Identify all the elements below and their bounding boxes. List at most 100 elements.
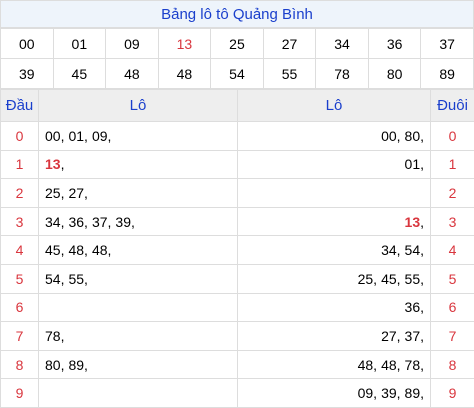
loto-number: 80 (45, 357, 64, 373)
column-header: Lô (39, 90, 238, 122)
loto-number: 01 (68, 128, 87, 144)
loto-number: 09 (358, 385, 377, 401)
loto-number: 55 (68, 271, 87, 287)
left-numbers (39, 379, 238, 408)
loto-number: 25 (45, 185, 64, 201)
tail-digit: 2 (431, 179, 474, 208)
loto-number: 39 (115, 214, 134, 230)
loto-number: 25 (358, 271, 377, 287)
right-numbers: 36 (238, 293, 431, 322)
tail-digit: 6 (431, 293, 474, 322)
table-row: 334363739133 (1, 207, 474, 236)
loto-number: 36 (68, 214, 87, 230)
loto-number: 54 (405, 242, 424, 258)
right-numbers: 34 54 (238, 236, 431, 265)
loto-number: 09 (92, 128, 111, 144)
number-cell: 45 (53, 59, 106, 89)
table-row: 000010900800 (1, 122, 474, 151)
loto-number: 55 (405, 271, 424, 287)
loto-number: 01 (405, 156, 424, 172)
loto-number: 00 (45, 128, 64, 144)
loto-table: ĐầuLôLôĐuôi00001090080011301122527233436… (0, 89, 474, 408)
loto-number: 89 (405, 385, 424, 401)
head-digit: 1 (1, 150, 39, 179)
number-cell: 55 (263, 59, 316, 89)
number-cell: 13 (158, 29, 211, 59)
loto-number: 34 (381, 242, 400, 258)
right-numbers: 0939 89 (238, 379, 431, 408)
head-digit: 4 (1, 236, 39, 265)
number-cell: 89 (421, 59, 474, 89)
tail-digit: 8 (431, 350, 474, 379)
table-row: 77827377 (1, 322, 474, 351)
table-row: 445484834544 (1, 236, 474, 265)
tail-digit: 3 (431, 207, 474, 236)
loto-number: 48 (68, 242, 87, 258)
loto-number: 13 (405, 214, 424, 230)
loto-number: 78 (405, 357, 424, 373)
loto-number: 39 (381, 385, 400, 401)
loto-number: 36 (405, 299, 424, 315)
number-cell: 34 (316, 29, 369, 59)
number-cell: 00 (1, 29, 54, 59)
loto-number: 48 (92, 242, 111, 258)
loto-number: 78 (45, 328, 64, 344)
number-cell: 48 (106, 59, 159, 89)
number-cell: 54 (211, 59, 264, 89)
tail-digit: 7 (431, 322, 474, 351)
right-numbers: 2545 55 (238, 264, 431, 293)
right-numbers: 13 (238, 207, 431, 236)
number-cell: 78 (316, 59, 369, 89)
loto-number: 48 (381, 357, 400, 373)
number-cell: 37 (421, 29, 474, 59)
loto-number: 27 (68, 185, 87, 201)
loto-number: 13 (45, 156, 64, 172)
head-digit: 3 (1, 207, 39, 236)
tail-digit: 0 (431, 122, 474, 151)
number-cell: 80 (368, 59, 421, 89)
number-cell: 48 (158, 59, 211, 89)
head-digit: 2 (1, 179, 39, 208)
table-row: 880894848788 (1, 350, 474, 379)
number-cell: 36 (368, 29, 421, 59)
head-digit: 9 (1, 379, 39, 408)
loto-number: 89 (68, 357, 87, 373)
loto-number: 27 (381, 328, 400, 344)
head-digit: 5 (1, 264, 39, 293)
tail-digit: 1 (431, 150, 474, 179)
table-row: 90939899 (1, 379, 474, 408)
left-numbers (39, 293, 238, 322)
left-numbers: 13 (39, 150, 238, 179)
right-numbers: 01 (238, 150, 431, 179)
loto-number: 00 (381, 128, 400, 144)
loto-number: 37 (405, 328, 424, 344)
number-cell: 09 (106, 29, 159, 59)
title-table: Bảng lô tô Quảng Bình (0, 0, 474, 28)
title: Bảng lô tô Quảng Bình (1, 1, 474, 28)
table-row: 225272 (1, 179, 474, 208)
loto-number: 80 (405, 128, 424, 144)
column-header: Đầu (1, 90, 39, 122)
loto-number: 34 (45, 214, 64, 230)
loto-number: 48 (358, 357, 377, 373)
loto-number: 45 (45, 242, 64, 258)
right-numbers (238, 179, 431, 208)
right-numbers: 00 80 (238, 122, 431, 151)
number-cell: 25 (211, 29, 264, 59)
column-header: Lô (238, 90, 431, 122)
loto-number: 45 (381, 271, 400, 287)
table-row: 554552545555 (1, 264, 474, 293)
